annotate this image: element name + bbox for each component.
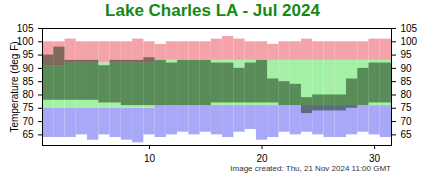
svg-text:105: 105	[17, 23, 34, 34]
svg-text:65: 65	[401, 129, 413, 140]
svg-text:75: 75	[22, 102, 34, 113]
svg-text:65: 65	[22, 129, 34, 140]
svg-text:85: 85	[22, 76, 34, 87]
svg-text:80: 80	[401, 89, 413, 100]
svg-text:95: 95	[22, 49, 34, 60]
svg-text:90: 90	[401, 63, 413, 74]
svg-text:90: 90	[22, 63, 34, 74]
svg-text:70: 70	[401, 116, 413, 127]
svg-text:20: 20	[256, 153, 268, 163]
svg-text:95: 95	[401, 49, 413, 60]
svg-text:70: 70	[22, 116, 34, 127]
html-text:Lake Charles LA - Jul 2024: Lake Charles LA - Jul 2024	[105, 1, 320, 20]
html-text:Image created: Thu, 21 Nov 202: Image created: Thu, 21 Nov 2024 11:00 GM…	[230, 164, 391, 173]
svg-text:85: 85	[401, 76, 413, 87]
svg-text:Temperature (deg F): Temperature (deg F)	[9, 41, 20, 132]
svg-text:75: 75	[401, 102, 413, 113]
svg-text:30: 30	[369, 153, 381, 163]
svg-text:100: 100	[401, 36, 418, 47]
svg-text:10: 10	[144, 153, 156, 163]
svg-text:105: 105	[401, 23, 418, 34]
svg-text:80: 80	[22, 89, 34, 100]
svg-text:100: 100	[16, 36, 34, 47]
